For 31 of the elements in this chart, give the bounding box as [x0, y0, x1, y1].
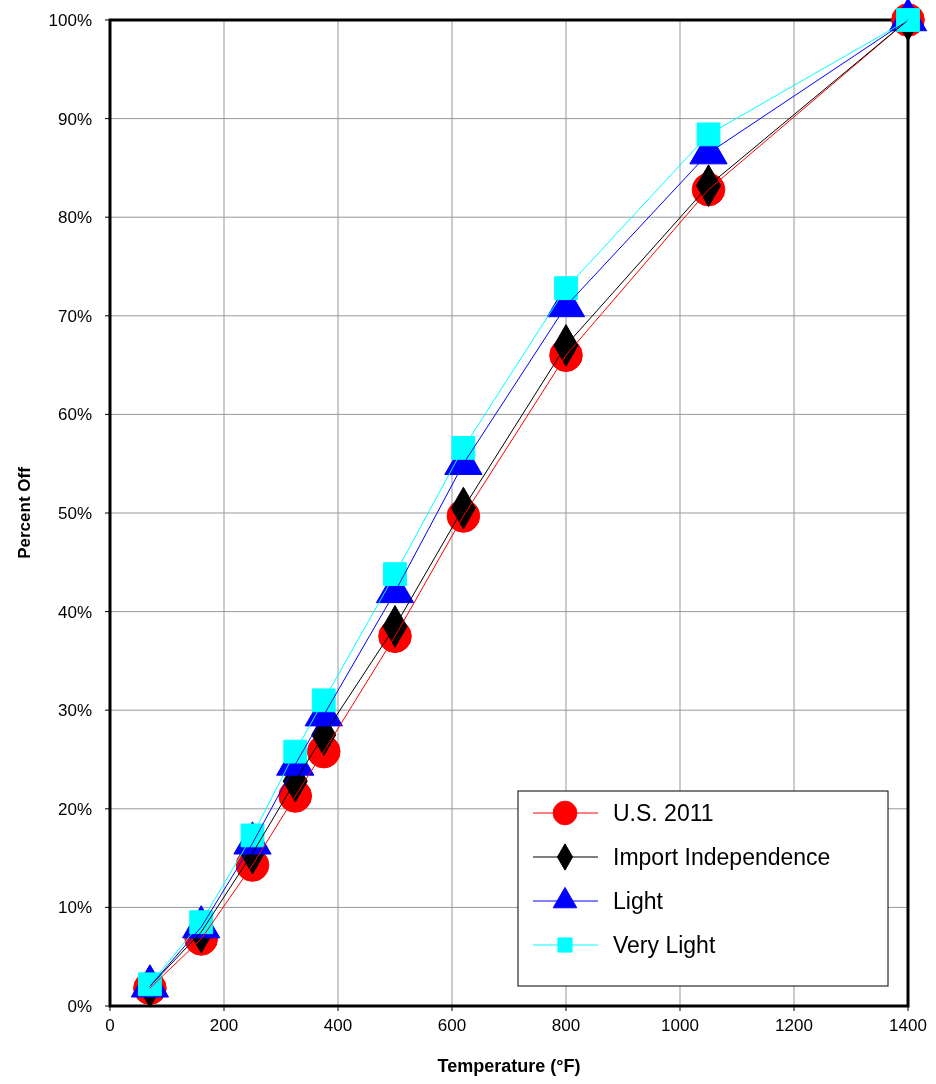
x-axis-title: Temperature (°F): [437, 1056, 581, 1076]
y-tick-label: 10%: [57, 898, 92, 918]
legend-label: Import Independence: [613, 844, 831, 870]
y-tick-label: 20%: [57, 799, 92, 819]
legend-label: Very Light: [613, 932, 716, 958]
y-tick-label: 60%: [57, 405, 92, 425]
y-tick-label: 40%: [57, 602, 92, 622]
y-axis-title: Percent Off: [15, 466, 34, 559]
y-tick-label: 70%: [57, 306, 92, 326]
legend-label: U.S. 2011: [613, 800, 714, 826]
y-tick-label: 50%: [57, 504, 92, 523]
point: [451, 436, 476, 460]
x-tick-label: 0: [105, 1016, 115, 1035]
point: [383, 562, 407, 587]
x-tick-label: 1400: [889, 1016, 927, 1035]
y-tick-label: 80%: [57, 208, 92, 228]
legend-label: Light: [613, 888, 664, 914]
x-tick-label: 600: [437, 1016, 467, 1035]
x-tick-label: 800: [551, 1016, 581, 1035]
x-tick-label: 1200: [775, 1016, 813, 1035]
point: [283, 739, 308, 764]
y-tick-label: 100%: [48, 11, 92, 30]
y-tick-label: 90%: [57, 109, 92, 129]
x-tick-label: 1000: [661, 1016, 699, 1035]
point: [696, 122, 721, 147]
x-tick-label: 200: [209, 1016, 239, 1035]
point: [311, 688, 336, 713]
y-tick-label: 30%: [57, 701, 92, 721]
y-tick-label: 0%: [67, 997, 92, 1016]
x-tick-label: 400: [323, 1016, 353, 1035]
point: [554, 276, 578, 301]
